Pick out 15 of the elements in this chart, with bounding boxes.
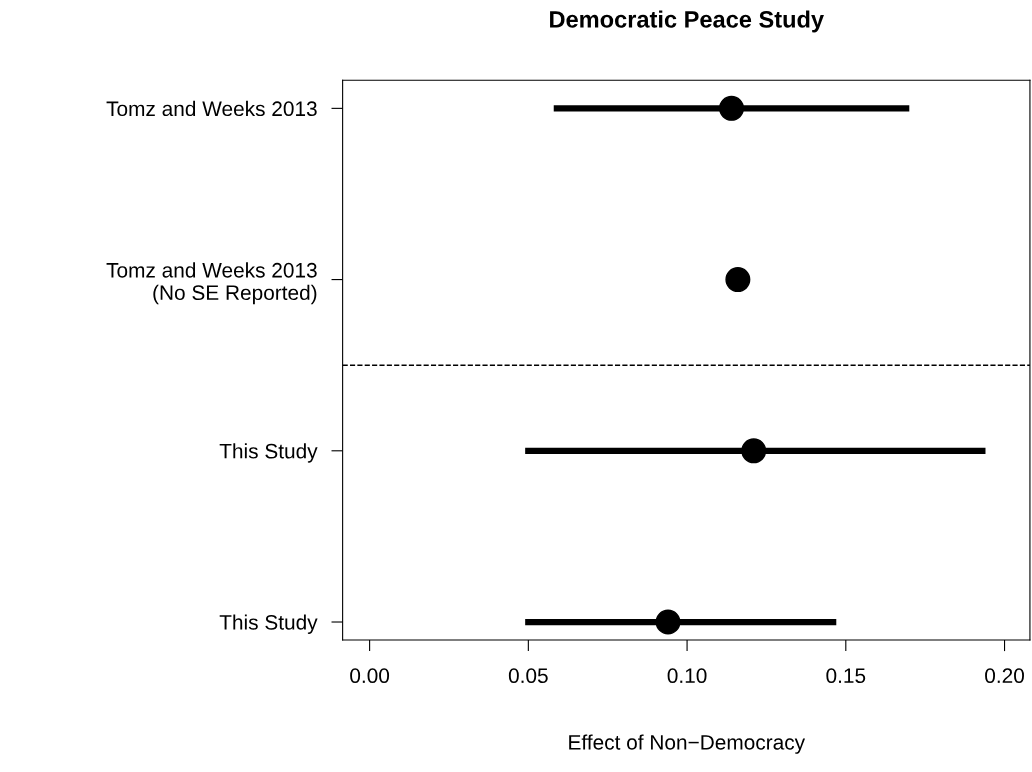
point — [741, 438, 767, 464]
chart-title: Democratic Peace Study — [550, 10, 824, 33]
x-tick-label: 0.10 — [667, 668, 707, 684]
point — [725, 267, 751, 293]
point — [719, 95, 745, 121]
x-tick-label: 0.20 — [985, 668, 1024, 684]
y-tick-label: Tomz and Weeks 2013 — [106, 100, 317, 117]
y-tick-label: This Study — [219, 443, 318, 463]
x-tick-label: 0.00 — [350, 668, 390, 684]
point — [655, 609, 681, 635]
x-axis-title: Effect of Non−Democracy — [569, 734, 806, 754]
x-tick-label: 0.05 — [508, 668, 548, 684]
y-tick-label: Tomz and Weeks 2013 (No SE Reported) — [106, 262, 317, 305]
y-tick-label: This Study — [219, 614, 318, 634]
x-tick-label: 0.15 — [826, 668, 866, 684]
